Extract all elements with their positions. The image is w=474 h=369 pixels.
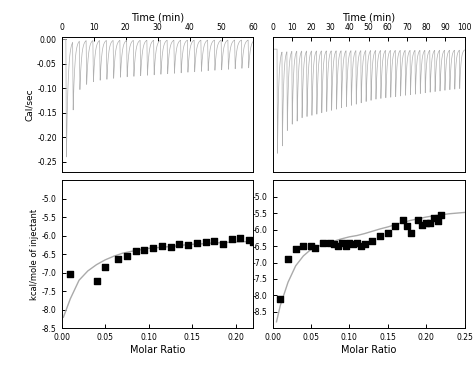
Point — [311, 245, 319, 251]
Point — [357, 243, 365, 249]
Point — [426, 220, 434, 226]
Point — [132, 248, 139, 254]
Point — [392, 223, 399, 229]
Point — [353, 240, 361, 246]
Point — [346, 240, 353, 246]
Point — [319, 240, 326, 246]
Y-axis label: kcal/mole of injectant: kcal/mole of injectant — [30, 209, 39, 300]
X-axis label: Time (min): Time (min) — [342, 12, 395, 22]
X-axis label: Molar Ratio: Molar Ratio — [130, 345, 185, 355]
Point — [158, 243, 166, 249]
Point — [250, 239, 257, 245]
Point — [369, 238, 376, 244]
Point — [228, 237, 236, 242]
Point — [376, 233, 384, 239]
Point — [115, 256, 122, 262]
Point — [338, 240, 346, 246]
Point — [210, 238, 218, 244]
Point — [202, 239, 210, 245]
Point — [438, 212, 445, 218]
Point — [361, 241, 369, 247]
Point — [141, 247, 148, 253]
Point — [434, 218, 441, 224]
Point — [167, 244, 174, 250]
Point — [407, 230, 415, 236]
Point — [219, 241, 227, 247]
Point — [123, 253, 131, 259]
Point — [430, 215, 438, 221]
Point — [237, 235, 244, 241]
Point — [149, 245, 157, 251]
X-axis label: Molar Ratio: Molar Ratio — [341, 345, 396, 355]
Point — [349, 241, 357, 247]
Point — [422, 220, 430, 226]
Point — [101, 264, 109, 270]
Point — [330, 241, 338, 247]
Point — [342, 243, 349, 249]
Point — [403, 223, 411, 229]
Point — [66, 270, 74, 276]
X-axis label: Time (min): Time (min) — [131, 12, 184, 22]
Point — [419, 222, 426, 228]
Point — [300, 243, 307, 249]
Y-axis label: Cal/sec: Cal/sec — [25, 88, 34, 121]
Point — [334, 243, 342, 249]
Point — [193, 240, 201, 246]
Point — [292, 246, 300, 252]
Point — [175, 241, 183, 247]
Point — [399, 217, 407, 223]
Point — [276, 296, 284, 302]
Point — [384, 230, 392, 236]
Point — [246, 237, 253, 243]
Point — [307, 243, 315, 249]
Point — [184, 242, 192, 248]
Point — [327, 240, 334, 246]
Point — [415, 217, 422, 223]
Point — [284, 256, 292, 262]
Point — [93, 278, 100, 284]
